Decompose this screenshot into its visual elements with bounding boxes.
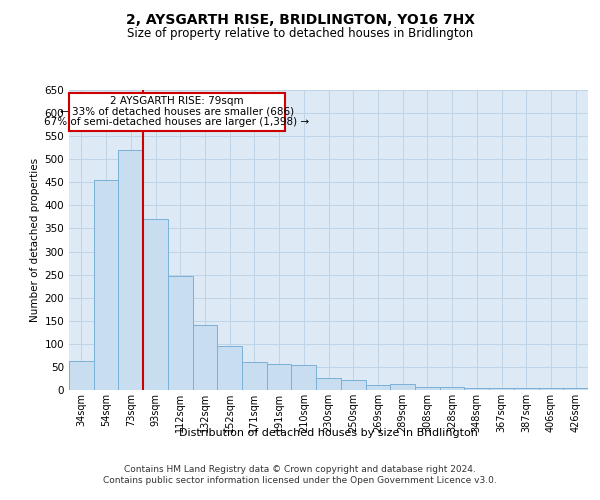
- Bar: [464, 388, 489, 390]
- Bar: [415, 387, 440, 390]
- Bar: [267, 364, 292, 390]
- Bar: [365, 386, 390, 390]
- FancyBboxPatch shape: [70, 93, 284, 130]
- Bar: [440, 387, 464, 390]
- Y-axis label: Number of detached properties: Number of detached properties: [30, 158, 40, 322]
- Text: ← 33% of detached houses are smaller (686): ← 33% of detached houses are smaller (68…: [60, 106, 294, 117]
- Bar: [193, 326, 217, 390]
- Text: 2 AYSGARTH RISE: 79sqm: 2 AYSGARTH RISE: 79sqm: [110, 96, 244, 106]
- Text: Size of property relative to detached houses in Bridlington: Size of property relative to detached ho…: [127, 28, 473, 40]
- Bar: [143, 219, 168, 390]
- Text: Distribution of detached houses by size in Bridlington: Distribution of detached houses by size …: [179, 428, 478, 438]
- Text: 2, AYSGARTH RISE, BRIDLINGTON, YO16 7HX: 2, AYSGARTH RISE, BRIDLINGTON, YO16 7HX: [125, 12, 475, 26]
- Bar: [69, 362, 94, 390]
- Text: 67% of semi-detached houses are larger (1,398) →: 67% of semi-detached houses are larger (…: [44, 118, 310, 128]
- Bar: [563, 388, 588, 390]
- Bar: [217, 346, 242, 390]
- Bar: [514, 388, 539, 390]
- Bar: [539, 388, 563, 390]
- Bar: [118, 150, 143, 390]
- Text: Contains public sector information licensed under the Open Government Licence v3: Contains public sector information licen…: [103, 476, 497, 485]
- Bar: [242, 362, 267, 390]
- Bar: [341, 380, 365, 390]
- Bar: [94, 180, 118, 390]
- Bar: [168, 276, 193, 390]
- Text: Contains HM Land Registry data © Crown copyright and database right 2024.: Contains HM Land Registry data © Crown c…: [124, 465, 476, 474]
- Bar: [292, 364, 316, 390]
- Bar: [390, 384, 415, 390]
- Bar: [316, 378, 341, 390]
- Bar: [489, 388, 514, 390]
